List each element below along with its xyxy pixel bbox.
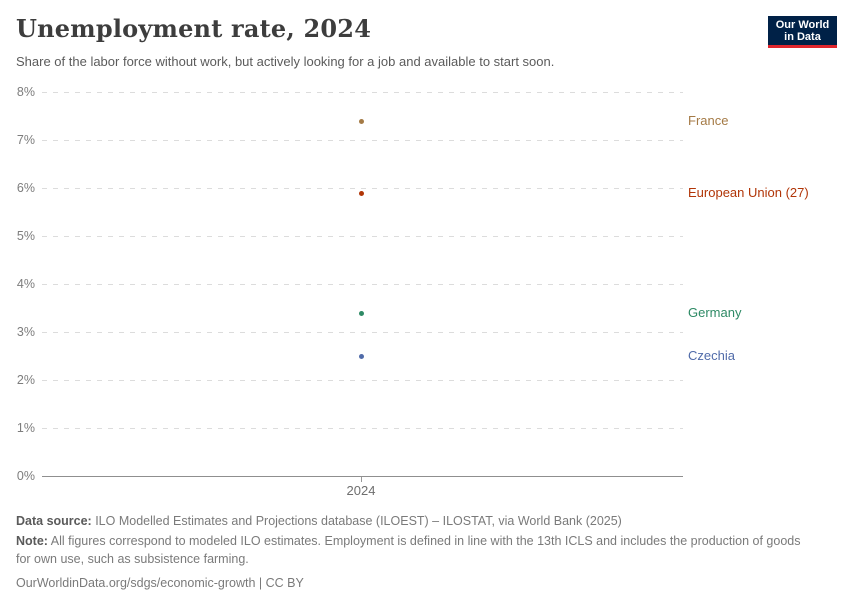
data-source-text: ILO Modelled Estimates and Projections d… [91, 514, 622, 528]
data-source-line: Data source: ILO Modelled Estimates and … [16, 512, 808, 531]
y-tick-label-0pct: 0% [16, 469, 35, 483]
x-tick-mark [361, 477, 362, 482]
entity-label-czechia[interactable]: Czechia [688, 348, 735, 363]
entity-label-european-union-27[interactable]: European Union (27) [688, 184, 809, 200]
note-text: All figures correspond to modeled ILO es… [16, 533, 801, 567]
y-tick-label-2pct: 2% [16, 373, 35, 387]
y-gridline-3pct [42, 332, 683, 333]
owid-logo-line2: in Data [784, 30, 821, 43]
y-tick-label-7pct: 7% [16, 133, 35, 147]
y-gridline-8pct [42, 92, 683, 93]
page-title: Unemployment rate, 2024 [16, 14, 372, 43]
entity-label-france[interactable]: France [688, 112, 729, 128]
y-tick-label-8pct: 8% [16, 85, 35, 99]
chart-footer: Data source: ILO Modelled Estimates and … [16, 512, 808, 593]
y-gridline-4pct [42, 284, 683, 285]
y-gridline-5pct [42, 236, 683, 237]
y-tick-label-4pct: 4% [16, 277, 35, 291]
data-point-france[interactable] [359, 118, 364, 124]
chart-subtitle: Share of the labor force without work, b… [16, 54, 555, 69]
y-tick-label-5pct: 5% [16, 229, 35, 243]
owid-logo[interactable]: Our World in Data [768, 16, 837, 48]
y-gridline-7pct [42, 140, 683, 141]
note-line: Note: All figures correspond to modeled … [16, 532, 808, 569]
owid-logo-line1: Our World [775, 18, 830, 31]
y-gridline-6pct [42, 188, 683, 189]
x-axis-baseline [42, 476, 683, 477]
entity-label-germany[interactable]: Germany [688, 304, 742, 320]
note-label: Note: [16, 533, 48, 548]
data-point-germany[interactable] [359, 310, 364, 316]
citation-line: OurWorldinData.org/sdgs/economic-growth … [16, 575, 304, 590]
y-tick-label-1pct: 1% [16, 421, 35, 435]
data-point-czechia[interactable] [359, 354, 364, 359]
data-source-label: Data source: [16, 514, 92, 528]
y-tick-label-6pct: 6% [16, 181, 35, 195]
x-tick-label: 2024 [346, 483, 376, 498]
y-gridline-2pct [42, 380, 683, 381]
y-tick-label-3pct: 3% [16, 325, 35, 339]
y-gridline-1pct [42, 428, 683, 429]
data-point-european-union-27[interactable] [359, 190, 364, 196]
